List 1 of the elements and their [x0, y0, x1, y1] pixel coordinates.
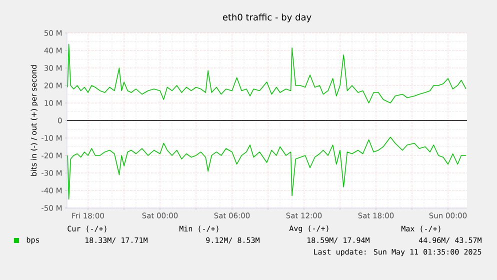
chart-title: eth0 traffic - by day — [222, 14, 312, 22]
